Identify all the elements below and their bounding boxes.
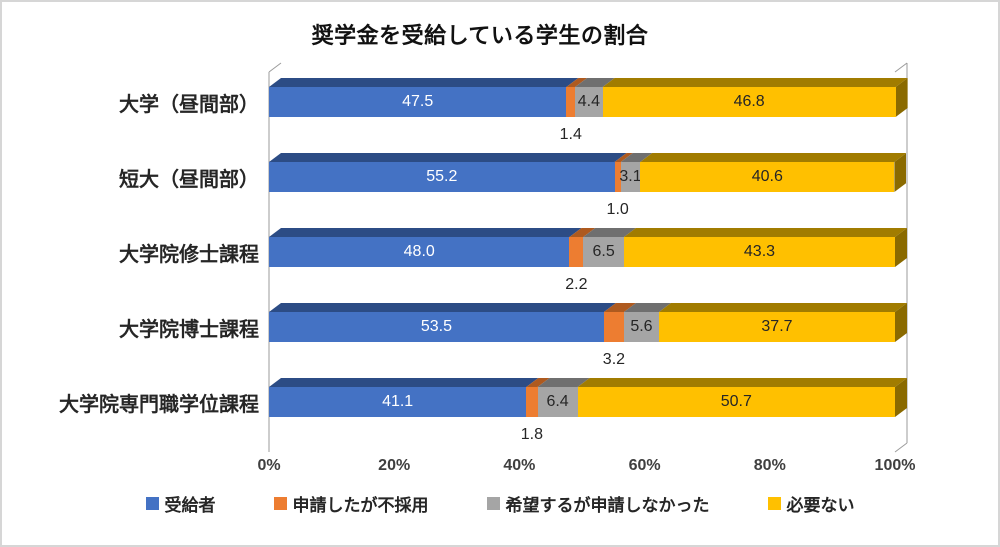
category-label: 大学（昼間部） <box>119 93 259 116</box>
bar-segment <box>623 312 659 342</box>
bar-segment-top-face <box>575 78 615 87</box>
bar-segment-top-face <box>640 153 906 162</box>
bar-segment <box>575 87 603 117</box>
bar-segment <box>269 87 567 117</box>
legend-label: 受給者 <box>164 496 216 515</box>
value-label: 4.4 <box>577 93 600 110</box>
bar-segment <box>620 162 641 192</box>
category-label: 大学院修士課程 <box>119 243 259 266</box>
bar-segment-top-face <box>269 228 581 237</box>
bar-segment-top-face <box>269 378 538 387</box>
gridline-100-top-depth-line <box>894 62 908 73</box>
category-label: 短大（昼間部） <box>119 168 259 191</box>
bar-segment-top-face <box>624 228 907 237</box>
bar-segment-top-face <box>538 378 590 387</box>
value-label: 40.6 <box>751 168 783 185</box>
bar-segment-end-face <box>894 153 907 192</box>
bar-segment-top-face <box>269 303 616 312</box>
legend-swatch <box>273 497 287 510</box>
value-label: 41.1 <box>382 393 414 410</box>
value-label: 1.8 <box>520 426 544 443</box>
bar-segment-end-face <box>895 78 908 117</box>
bar-segment <box>583 237 624 267</box>
category-label: 大学院博士課程 <box>119 318 259 341</box>
bar-segment <box>566 87 576 117</box>
bar-segment <box>269 237 570 267</box>
value-label: 43.3 <box>743 243 776 260</box>
legend-label: 希望するが申請しなかった <box>505 496 710 515</box>
value-label: 53.5 <box>420 318 453 335</box>
value-label: 37.7 <box>761 318 793 335</box>
legend-swatch <box>145 497 159 510</box>
legend-swatch <box>486 497 500 510</box>
legend-swatch <box>767 497 781 510</box>
value-label: 5.6 <box>630 318 653 335</box>
legend-item: 希望するが申請しなかった <box>486 491 710 516</box>
bar-segment-end-face <box>895 303 907 342</box>
bar-segment <box>658 312 895 342</box>
value-label: 1.0 <box>606 201 629 218</box>
value-label: 50.7 <box>720 393 752 410</box>
value-label: 3.1 <box>619 168 642 185</box>
x-tick-label: 40% <box>503 457 536 474</box>
bar-segment-top-face <box>269 78 578 87</box>
value-label: 46.8 <box>733 93 765 110</box>
value-label: 2.2 <box>565 276 588 293</box>
bar-segment <box>614 162 621 192</box>
bar-segment <box>269 162 615 192</box>
legend-label: 申請したが不採用 <box>292 496 429 515</box>
bar-segment-top-face <box>569 228 595 237</box>
bar-segment-end-face <box>895 228 907 267</box>
value-label: 6.4 <box>546 393 569 410</box>
y-axis-top-depth-line <box>268 62 282 73</box>
legend: 受給者 申請したが不採用 希望するが申請しなかった 必要ない <box>2 491 998 516</box>
x-tick-label: 0% <box>257 457 281 474</box>
bar-segment-top-face <box>583 228 636 237</box>
bar-segment-top-face <box>578 378 907 387</box>
bar-segment-top-face <box>269 153 627 162</box>
legend-item: 受給者 <box>145 491 216 516</box>
legend-label: 必要ない <box>786 496 855 515</box>
x-tick-label: 60% <box>628 457 661 474</box>
x-tick-label: 80% <box>753 457 786 474</box>
gridline-100-bottom-depth-line <box>894 442 908 453</box>
value-label: 3.2 <box>602 351 626 368</box>
bar-segment <box>537 387 578 417</box>
bar-segment <box>640 162 895 192</box>
bar-segment <box>603 312 624 342</box>
x-tick-label: 100% <box>874 457 916 474</box>
legend-item: 必要ない <box>767 491 855 516</box>
bar-segment-top-face <box>621 153 652 162</box>
value-label: 55.2 <box>426 168 458 185</box>
bar-segment-top-face <box>604 303 636 312</box>
legend-item: 申請したが不採用 <box>273 491 429 516</box>
bar-segment-top-face <box>526 378 549 387</box>
bar-segment-top-face <box>566 78 587 87</box>
value-label: 48.0 <box>403 243 435 260</box>
bar-segment-top-face <box>603 78 908 87</box>
bar-segment <box>269 312 604 342</box>
bar-segment <box>602 87 896 117</box>
bar-segment <box>569 237 584 267</box>
value-label: 1.4 <box>559 126 582 143</box>
bar-segment <box>526 387 538 417</box>
bar-segment-end-face <box>895 378 907 417</box>
bar-segment <box>269 387 527 417</box>
bar-segment-top-face <box>615 153 633 162</box>
value-label: 47.5 <box>402 93 434 110</box>
value-label: 6.5 <box>592 243 615 260</box>
bar-segment <box>577 387 895 417</box>
category-label: 大学院専門職学位課程 <box>59 393 259 416</box>
bar-segment-top-face <box>624 303 671 312</box>
x-tick-label: 20% <box>378 457 411 474</box>
chart-title: 奨学金を受給している学生の割合 <box>311 23 649 48</box>
bar-segment <box>623 237 895 267</box>
bar-segment-top-face <box>659 303 907 312</box>
